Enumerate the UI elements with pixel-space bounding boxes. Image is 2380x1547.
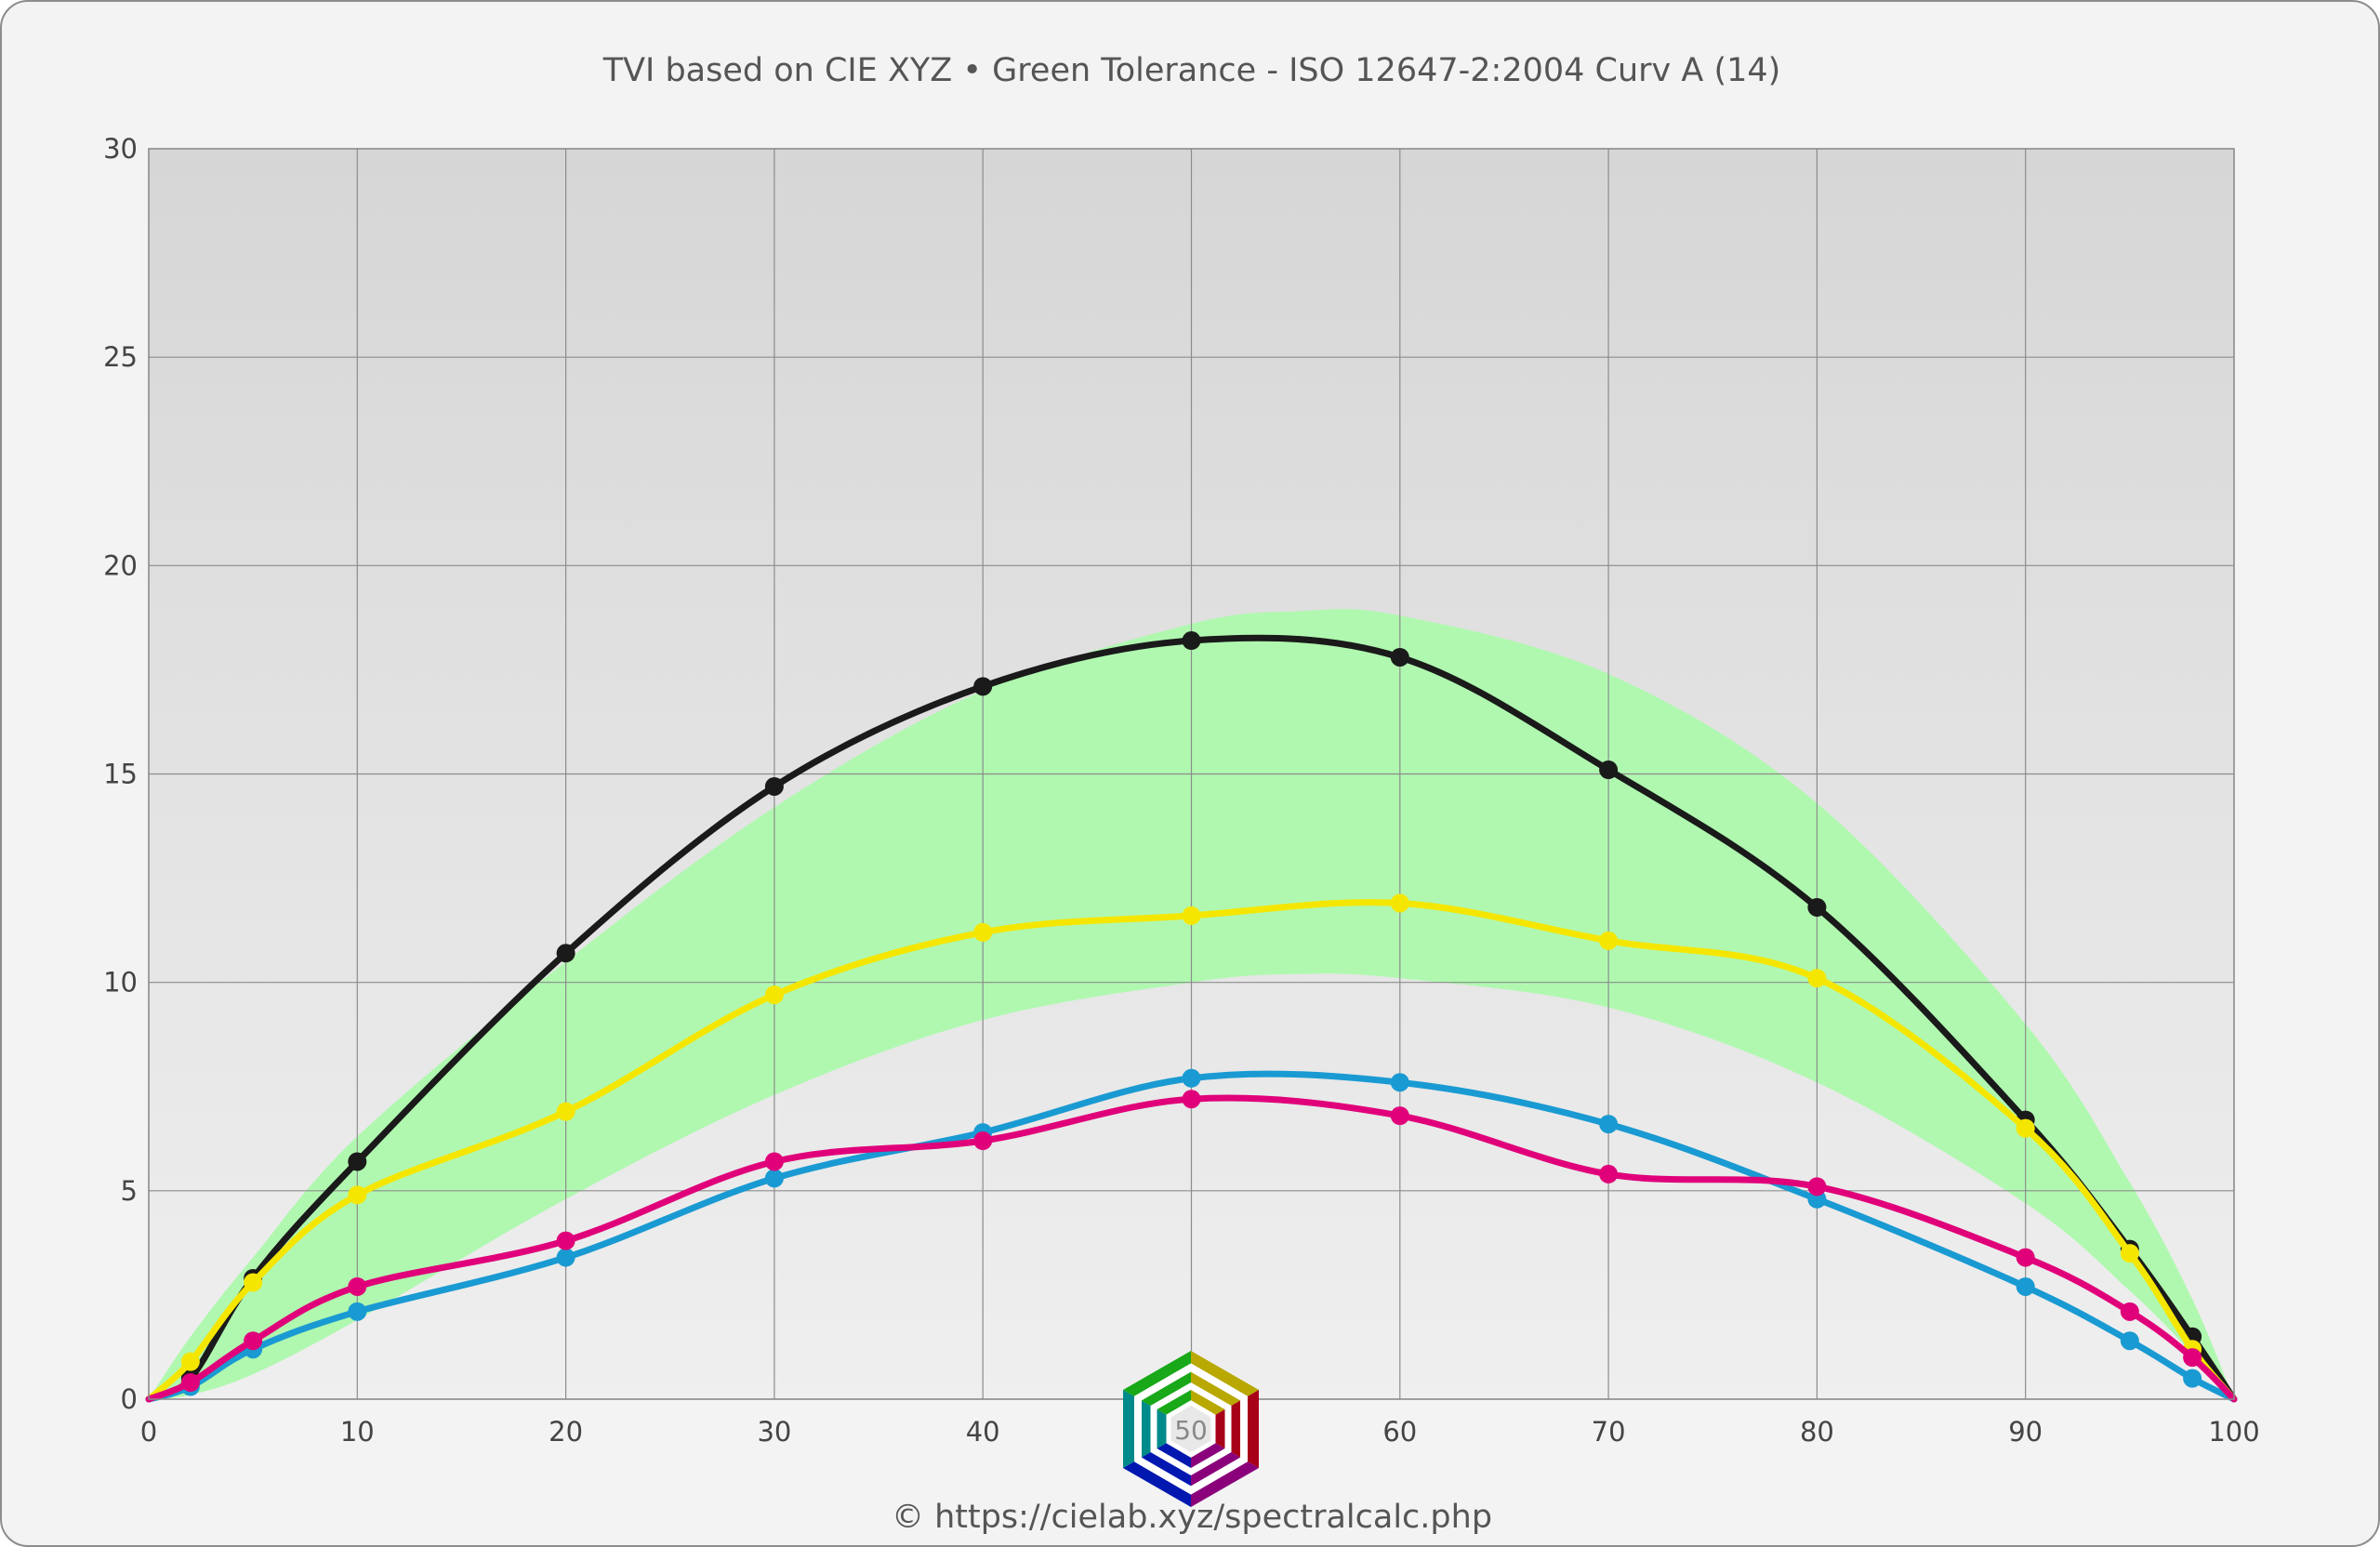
series-4-point xyxy=(244,1331,263,1351)
series-3-point xyxy=(1599,1115,1619,1134)
series-4-point xyxy=(2120,1302,2139,1321)
series-3-point xyxy=(1390,1073,1409,1092)
series-3-point xyxy=(348,1302,367,1321)
series-1-point xyxy=(1599,760,1619,780)
series-1-point xyxy=(1390,647,1409,667)
series-2-point xyxy=(1599,931,1619,950)
x-tick-label: 70 xyxy=(1592,1416,1626,1448)
series-2-point xyxy=(348,1185,367,1205)
series-2-point xyxy=(180,1352,200,1371)
series-2-point xyxy=(556,1102,575,1121)
series-4-point xyxy=(973,1131,993,1151)
series-4-point xyxy=(1390,1106,1409,1126)
series-2-point xyxy=(2016,1118,2035,1138)
y-tick-label: 10 xyxy=(103,967,138,998)
y-tick-label: 0 xyxy=(121,1383,138,1415)
x-tick-label: 90 xyxy=(2008,1416,2043,1448)
series-4-point xyxy=(2183,1348,2202,1368)
x-tick-label: 30 xyxy=(757,1416,791,1448)
series-3-point xyxy=(556,1248,575,1267)
series-3-point xyxy=(764,1169,784,1188)
series-1-point xyxy=(973,677,993,696)
y-tick-label: 25 xyxy=(103,341,138,373)
x-tick-label: 40 xyxy=(966,1416,1000,1448)
series-4-point xyxy=(1599,1164,1619,1183)
series-2-point xyxy=(1807,969,1827,988)
series-4-point xyxy=(556,1231,575,1250)
series-2-point xyxy=(244,1273,263,1292)
x-tick-label: 80 xyxy=(1800,1416,1834,1448)
x-tick-label: 10 xyxy=(340,1416,375,1448)
series-4-point xyxy=(348,1276,367,1296)
series-2-point xyxy=(764,985,784,1005)
logo-label: 50 xyxy=(1174,1415,1208,1446)
series-4-point xyxy=(180,1373,200,1393)
series-3-point xyxy=(2016,1276,2035,1296)
x-tick-label: 60 xyxy=(1382,1416,1417,1448)
cielab-hexagon-logo: 50 xyxy=(1123,1351,1259,1507)
series-3-point xyxy=(2120,1331,2139,1351)
source-credit: © https://cielab.xyz/spectralcalc.php xyxy=(891,1499,1493,1536)
x-tick-label: 20 xyxy=(549,1416,583,1448)
series-4-point xyxy=(1807,1177,1827,1197)
chart-title: TVI based on CIE XYZ • Green Tolerance -… xyxy=(602,52,1781,89)
series-2-point xyxy=(2120,1244,2139,1263)
y-tick-label: 30 xyxy=(103,133,138,165)
series-3-point xyxy=(2183,1368,2202,1388)
y-tick-label: 15 xyxy=(103,759,138,790)
series-1-point xyxy=(556,944,575,963)
series-2-point xyxy=(1182,906,1201,925)
series-2-point xyxy=(973,922,993,942)
series-1-point xyxy=(1807,897,1827,917)
y-tick-label: 5 xyxy=(121,1175,138,1207)
x-tick-label: 100 xyxy=(2208,1416,2259,1448)
series-4-point xyxy=(2016,1248,2035,1267)
y-tick-label: 20 xyxy=(103,549,138,581)
series-4-point xyxy=(1182,1090,1201,1109)
series-3-point xyxy=(1182,1068,1201,1088)
series-4-point xyxy=(764,1152,784,1171)
series-1-point xyxy=(348,1152,367,1171)
series-1-point xyxy=(764,776,784,796)
x-tick-label: 0 xyxy=(140,1416,157,1448)
tolerance-band xyxy=(149,609,2234,1399)
series-2-point xyxy=(1390,893,1409,913)
series-1-point xyxy=(1182,631,1201,651)
